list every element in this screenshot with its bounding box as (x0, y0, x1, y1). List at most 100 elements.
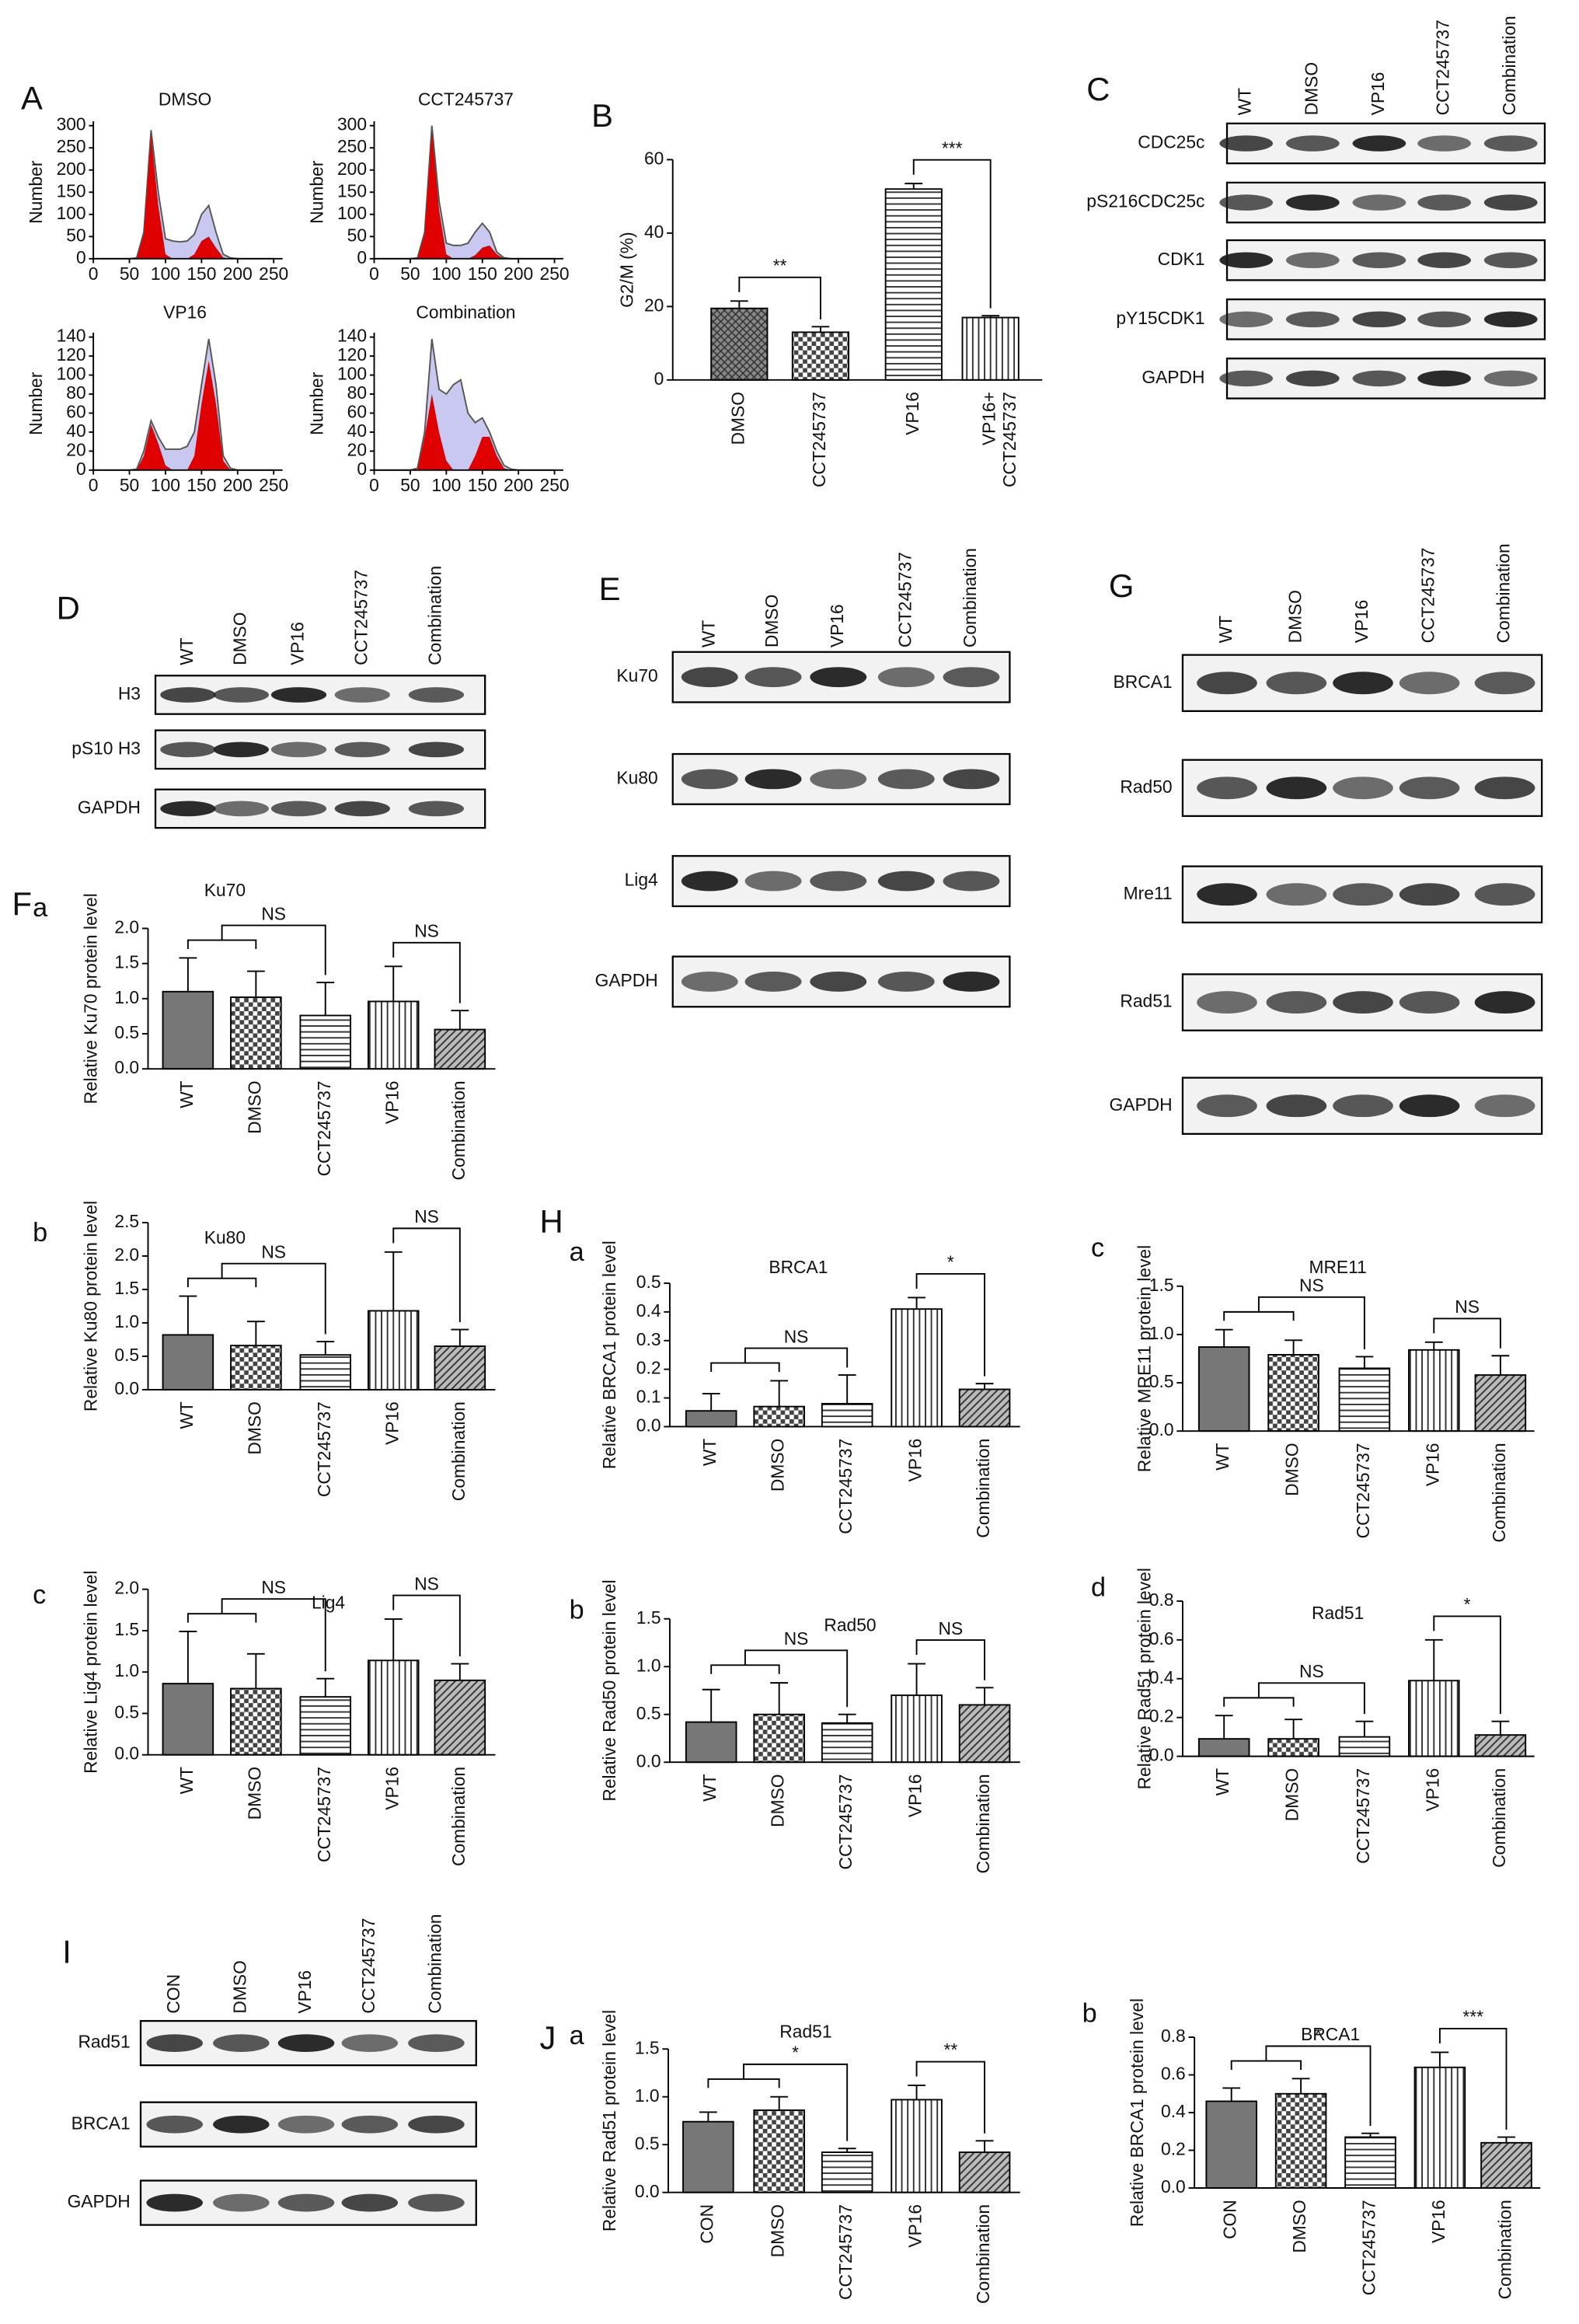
x-tick-label: WT (176, 1767, 197, 1795)
bar (1408, 1349, 1460, 1432)
band (1333, 883, 1393, 906)
band (1197, 776, 1257, 800)
bar (1480, 2141, 1532, 2189)
band (1197, 883, 1257, 906)
chart-title: Ku80 (204, 1227, 246, 1247)
band (408, 801, 465, 817)
band (160, 687, 216, 703)
band (1483, 311, 1538, 328)
band (341, 2193, 399, 2212)
panel-label: a (570, 1237, 585, 1267)
y-tick-label: 1.0 (114, 1311, 139, 1331)
bracket (186, 924, 326, 975)
bracket (710, 1649, 849, 1708)
y-tick-label: 0 (76, 459, 86, 479)
bracket (1230, 2045, 1372, 2127)
band (943, 667, 1000, 688)
bar (821, 1402, 873, 1428)
bar (958, 1704, 1011, 1764)
significance-label: NS (1299, 1275, 1324, 1296)
band (334, 801, 390, 817)
significance-label: *** (942, 138, 963, 158)
error-bar (838, 2148, 856, 2153)
y-axis-label: Relative Rad51 protein level (1134, 1568, 1154, 1789)
x-tick-label: WT (1212, 1768, 1232, 1796)
x-tick-label: 200 (223, 475, 253, 495)
x-tick-label: 50 (400, 263, 420, 284)
histogram-curve (374, 130, 555, 259)
y-tick-label: 200 (337, 159, 367, 179)
y-tick-label: 0.8 (1161, 2026, 1186, 2046)
error-bar (384, 1618, 403, 1661)
panel-label: b (1082, 1999, 1097, 2029)
y-tick-label: 200 (57, 159, 86, 179)
histogram-curve (374, 125, 555, 260)
error-bar (1424, 1341, 1443, 1350)
error-bar (1291, 2078, 1310, 2094)
y-tick-label: 0.6 (1161, 2064, 1186, 2084)
error-bar (316, 1341, 335, 1356)
x-tick-label: DMSO (768, 1774, 788, 1827)
bar (1197, 1738, 1250, 1757)
error-bar (811, 326, 830, 333)
panel-label: a (33, 893, 48, 923)
chart-title: Combination (416, 302, 515, 322)
x-tick-label: WT (699, 1439, 720, 1467)
x-tick-label: 150 (186, 475, 216, 495)
x-tick-label: CCT245737 (1353, 1768, 1373, 1864)
band (1266, 672, 1327, 695)
band (810, 769, 867, 790)
row-label: GAPDH (68, 2191, 131, 2211)
row-label: GAPDH (78, 797, 141, 817)
error-bar (838, 1374, 856, 1404)
y-tick-label: 0.5 (1149, 1371, 1174, 1391)
x-tick-label: DMSO (244, 1080, 264, 1133)
significance-label: NS (938, 1618, 963, 1638)
bracket (1223, 1682, 1365, 1715)
band (213, 2034, 270, 2053)
y-tick-label: 2.0 (114, 1244, 139, 1265)
y-tick-label: 0 (76, 247, 86, 267)
band (270, 742, 327, 758)
y-tick-label: 150 (337, 180, 367, 201)
band (943, 769, 1000, 790)
significance-label: ** (773, 256, 787, 276)
y-tick-label: 0.5 (114, 1701, 139, 1722)
x-tick-label: VP16 (1422, 1443, 1442, 1486)
band (1266, 883, 1327, 906)
bracket (915, 1273, 986, 1377)
bar (891, 2099, 943, 2193)
bracket (392, 1227, 461, 1323)
error-bar (905, 183, 923, 190)
band (160, 742, 216, 758)
y-tick-label: 0.5 (636, 1272, 661, 1292)
y-tick-label: 1.5 (114, 952, 139, 972)
panel-label: b (33, 1218, 47, 1247)
bar (821, 1722, 873, 1764)
error-bar (1361, 2132, 1379, 2137)
band (1333, 672, 1393, 695)
band (160, 801, 216, 817)
x-tick-label: VP16 (1422, 1768, 1442, 1812)
significance-label: NS (784, 1326, 809, 1346)
band (1352, 135, 1406, 152)
significance-label: * (1464, 1594, 1471, 1614)
bar (710, 307, 769, 381)
lane-label: CCT245737 (358, 1918, 378, 2014)
bracket (915, 1639, 986, 1680)
lane-label: VP16 (1351, 600, 1372, 644)
y-tick-label: 0.0 (114, 1743, 139, 1764)
chart-title: DMSO (159, 89, 211, 109)
band (681, 871, 738, 892)
y-tick-label: 0.0 (1149, 1419, 1174, 1439)
band (744, 769, 802, 790)
x-tick-label: VP16 (1428, 2200, 1448, 2243)
error-bar (316, 982, 335, 1016)
x-tick-label: CCT245737 (314, 1401, 334, 1497)
row-label: BRCA1 (1114, 672, 1173, 692)
panel-label: H (540, 1203, 563, 1240)
band (744, 871, 802, 892)
row-label: GAPDH (1142, 367, 1204, 387)
error-bar (908, 2085, 925, 2100)
band (213, 801, 269, 817)
